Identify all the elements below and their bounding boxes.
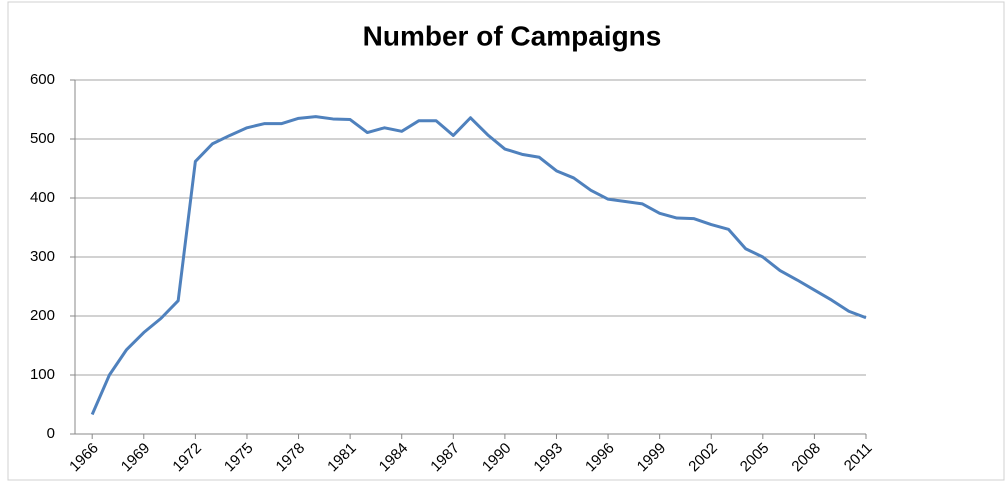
y-tick-label: 300 bbox=[30, 248, 55, 265]
x-tick-label: 1996 bbox=[582, 440, 618, 476]
x-tick-label: 1981 bbox=[324, 440, 360, 476]
x-tick-label: 2008 bbox=[788, 440, 824, 476]
x-tick-label: 1972 bbox=[169, 440, 205, 476]
chart-frame bbox=[7, 1, 1005, 481]
x-tick-label: 1990 bbox=[479, 440, 515, 476]
x-tick-label: 2005 bbox=[737, 440, 773, 476]
y-tick-label: 600 bbox=[30, 71, 55, 88]
x-tick-label: 1987 bbox=[427, 440, 463, 476]
x-tick-label: 1969 bbox=[118, 440, 154, 476]
y-tick-label: 500 bbox=[30, 130, 55, 147]
x-tick-label: 1975 bbox=[221, 440, 257, 476]
x-tick-label: 1978 bbox=[273, 440, 309, 476]
chart-title: Number of Campaigns bbox=[363, 20, 662, 51]
y-tick-label: 100 bbox=[30, 366, 55, 383]
x-tick-label: 1993 bbox=[530, 440, 566, 476]
x-tick-label: 1984 bbox=[376, 440, 412, 476]
y-tick-label: 200 bbox=[30, 307, 55, 324]
data-line bbox=[90, 115, 867, 416]
y-tick-label: 400 bbox=[30, 189, 55, 206]
x-tick-label: 2002 bbox=[685, 440, 721, 476]
x-tick-label: 1999 bbox=[634, 440, 670, 476]
y-tick-label: 0 bbox=[47, 425, 55, 442]
x-tick-label: 1966 bbox=[66, 440, 102, 476]
x-tick-label: 2011 bbox=[841, 440, 876, 475]
